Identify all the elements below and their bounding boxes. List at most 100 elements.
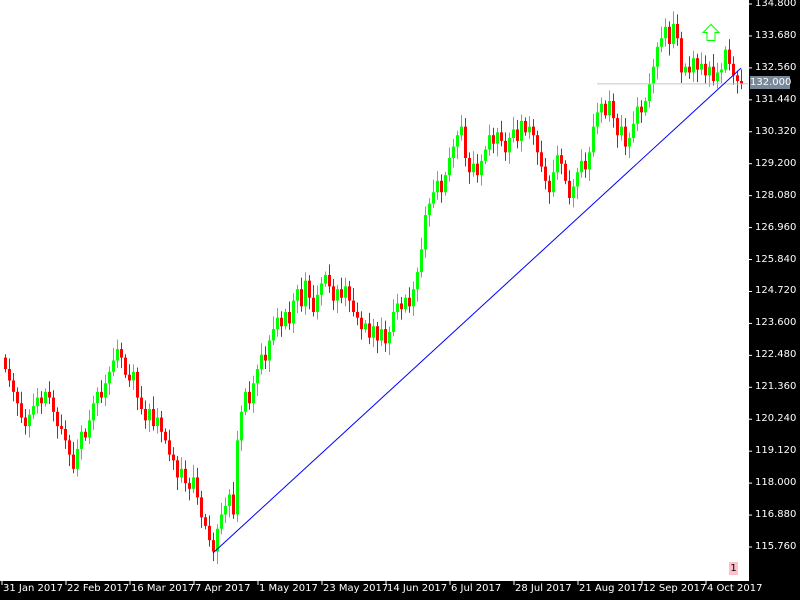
candle (472, 151, 475, 177)
candle-body (504, 140, 507, 153)
candle (648, 73, 651, 108)
trendline (212, 67, 742, 554)
candle-body (208, 525, 211, 541)
candle-body (472, 163, 475, 173)
candle-body (116, 349, 119, 361)
candle (668, 21, 671, 56)
candle (248, 381, 251, 410)
candle (184, 460, 187, 492)
candle-body (196, 477, 199, 498)
candle (616, 113, 619, 148)
candle-body (248, 391, 251, 404)
candle (720, 63, 723, 83)
candle (360, 311, 363, 340)
candle (740, 69, 743, 90)
candle (452, 139, 455, 168)
candle (160, 411, 163, 443)
candle (260, 343, 263, 375)
candle-body (152, 408, 155, 427)
candle-body (308, 280, 311, 298)
candle (12, 372, 15, 402)
candle-body (484, 149, 487, 161)
candle (448, 147, 451, 182)
candle-body (384, 329, 387, 344)
candle (340, 277, 343, 304)
candle-body (340, 289, 343, 298)
candle-body (24, 417, 27, 427)
candle (400, 296, 403, 320)
candle-body (544, 166, 547, 181)
candle-body (176, 460, 179, 478)
candle (336, 284, 339, 314)
candle (108, 366, 111, 395)
price-tick-label: 129.200 (755, 157, 797, 169)
candle (8, 358, 11, 387)
candle (608, 90, 611, 122)
candle (24, 409, 27, 435)
candle-body (8, 369, 11, 381)
candle (584, 152, 587, 178)
candle-body (620, 126, 623, 136)
candle-body (380, 329, 383, 341)
candle (128, 364, 131, 387)
candle-body (228, 494, 231, 506)
candle (712, 54, 715, 86)
candle (316, 285, 319, 320)
candle-body (264, 354, 267, 361)
candle (676, 14, 679, 46)
candle-body (628, 138, 631, 147)
candle-body (12, 380, 15, 392)
candle-body (668, 26, 671, 44)
candle (300, 277, 303, 312)
candle (656, 42, 659, 80)
candle-body (532, 126, 535, 136)
candle (544, 158, 547, 190)
candle (140, 385, 143, 415)
candle-body (412, 289, 415, 307)
candle (464, 118, 467, 167)
candle-body (148, 408, 151, 421)
date-tick-label: 28 Jul 2017 (515, 583, 572, 594)
candle-body (144, 408, 147, 421)
date-tick-label: 31 Jan 2017 (3, 583, 63, 594)
candle-body (372, 326, 375, 338)
candle-body (232, 494, 235, 515)
candle (188, 477, 191, 501)
candle (568, 170, 571, 205)
price-tick-label: 115.760 (755, 541, 797, 552)
candle (684, 63, 687, 76)
candle (512, 116, 515, 143)
candle-body (708, 66, 711, 76)
candle (524, 117, 527, 136)
candle-body (548, 180, 551, 193)
bid-price-label: 132.000 (750, 76, 792, 89)
candle (172, 447, 175, 470)
candle-body (280, 317, 283, 327)
candle-body (740, 81, 743, 84)
candle-body (400, 303, 403, 310)
candle (116, 339, 119, 368)
candle (488, 124, 491, 156)
candle-body (716, 72, 719, 82)
candle-body (124, 357, 127, 375)
date-tick-label: 22 Feb 2017 (67, 583, 130, 594)
candle (4, 354, 7, 373)
candle (324, 271, 327, 287)
candle-body (272, 329, 275, 341)
candle (636, 97, 639, 132)
price-tick-label: 128.080 (755, 189, 797, 201)
date-tick-label: 12 Sep 2017 (643, 583, 707, 594)
candle (68, 434, 71, 467)
candle-body (20, 403, 23, 418)
candle (424, 206, 427, 258)
candle-body (552, 172, 555, 193)
candle-body (316, 294, 319, 313)
candle (508, 132, 511, 164)
candle-body (652, 66, 655, 84)
candle (612, 93, 615, 128)
candle (436, 171, 439, 200)
candle (268, 335, 271, 373)
candle (420, 237, 423, 278)
